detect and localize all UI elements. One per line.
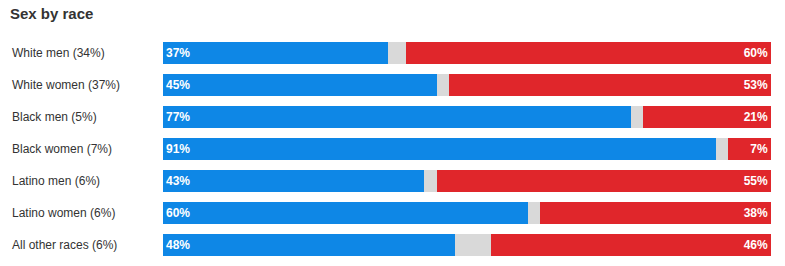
svg-text:Black women (7%): Black women (7%) bbox=[12, 142, 112, 156]
svg-text:Sex by race: Sex by race bbox=[10, 5, 93, 22]
svg-text:55%: 55% bbox=[744, 174, 768, 188]
svg-text:Latino men (6%): Latino men (6%) bbox=[12, 174, 100, 188]
svg-text:White men (34%): White men (34%) bbox=[12, 46, 105, 60]
svg-text:21%: 21% bbox=[744, 110, 768, 124]
svg-text:37%: 37% bbox=[166, 46, 190, 60]
svg-text:38%: 38% bbox=[744, 206, 768, 220]
svg-text:48%: 48% bbox=[166, 238, 190, 252]
svg-text:Black men (5%): Black men (5%) bbox=[12, 110, 97, 124]
svg-text:7%: 7% bbox=[750, 142, 768, 156]
svg-text:46%: 46% bbox=[744, 238, 768, 252]
svg-text:60%: 60% bbox=[166, 206, 190, 220]
svg-text:45%: 45% bbox=[166, 78, 190, 92]
svg-text:60%: 60% bbox=[744, 46, 768, 60]
svg-text:43%: 43% bbox=[166, 174, 190, 188]
svg-text:77%: 77% bbox=[166, 110, 190, 124]
svg-text:91%: 91% bbox=[166, 142, 190, 156]
svg-text:All other races (6%): All other races (6%) bbox=[12, 238, 117, 252]
svg-text:Latino women (6%): Latino women (6%) bbox=[12, 206, 115, 220]
svg-text:53%: 53% bbox=[744, 78, 768, 92]
svg-text:White women (37%): White women (37%) bbox=[12, 78, 120, 92]
